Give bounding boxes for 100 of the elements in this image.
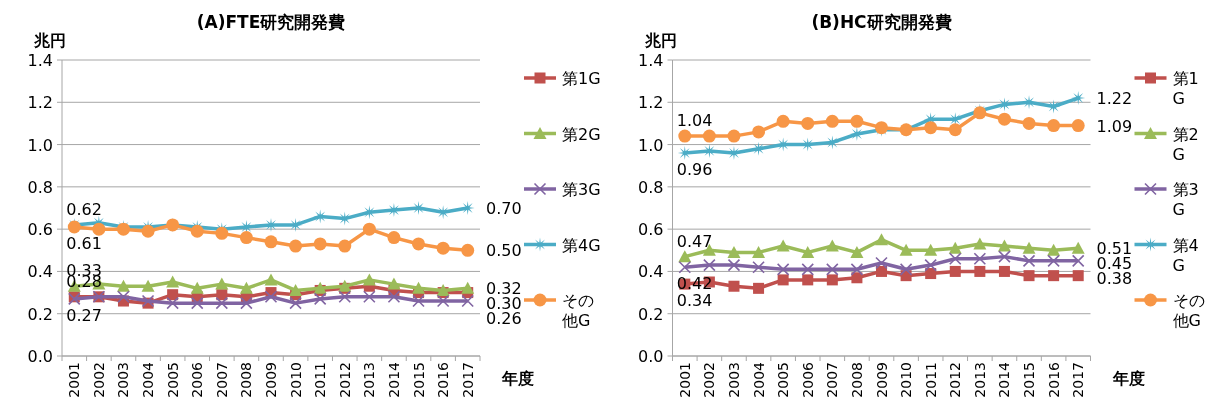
point — [412, 281, 426, 294]
x-tick-label: 2007 — [213, 362, 230, 398]
x-tick-label: 2008 — [848, 362, 865, 398]
point — [141, 279, 155, 292]
point — [362, 222, 376, 236]
x-tick-label: 2017 — [1070, 362, 1087, 398]
point — [190, 296, 204, 310]
point — [338, 290, 352, 304]
point — [461, 243, 475, 257]
y-tick-label: 0.2 — [638, 304, 664, 324]
x-axis-title: 年度 — [1111, 369, 1145, 388]
x-tick-label: 2002 — [701, 362, 718, 398]
data-label: 1.09 — [1096, 116, 1133, 136]
x-tick-label: 2002 — [90, 362, 107, 398]
point — [264, 235, 278, 249]
point — [727, 129, 741, 143]
point — [875, 233, 888, 246]
point — [850, 245, 864, 258]
point — [753, 282, 765, 294]
point — [776, 239, 790, 252]
point — [1047, 243, 1061, 256]
point — [1072, 270, 1084, 282]
point — [949, 265, 961, 277]
point — [849, 127, 864, 141]
point — [997, 97, 1012, 112]
point — [924, 121, 938, 135]
x-tick-label: 2003 — [725, 362, 742, 398]
point — [752, 260, 765, 274]
point — [948, 123, 962, 137]
point — [997, 239, 1011, 252]
point — [826, 274, 838, 286]
point — [1022, 116, 1036, 130]
point — [215, 277, 229, 290]
data-label: 0.26 — [486, 309, 522, 329]
point — [1071, 254, 1085, 268]
point — [702, 129, 716, 143]
point — [727, 258, 741, 272]
data-label: 0.34 — [676, 291, 713, 311]
point — [876, 265, 887, 277]
data-label: 0.50 — [486, 241, 522, 261]
point — [851, 272, 863, 284]
point — [826, 263, 839, 276]
point — [728, 280, 740, 292]
legend-label: 第1G — [562, 69, 601, 88]
legend-label: 第2G — [1172, 124, 1199, 164]
point — [678, 129, 692, 143]
y-tick-label: 0.6 — [27, 220, 53, 240]
point — [363, 290, 376, 304]
point — [997, 112, 1011, 126]
point — [412, 294, 425, 308]
x-tick-label: 2015 — [410, 362, 427, 398]
point — [998, 250, 1011, 263]
legend-label: 第2G — [562, 124, 601, 144]
point — [752, 245, 766, 258]
x-tick-label: 2009 — [873, 362, 890, 398]
point — [338, 239, 352, 253]
legend-label: 第1G — [1172, 69, 1199, 108]
y-tick-label: 0.4 — [638, 262, 664, 282]
x-tick-label: 2016 — [1045, 361, 1062, 398]
point — [850, 114, 864, 128]
point — [727, 245, 741, 258]
y-tick-label: 0.8 — [27, 177, 53, 197]
x-tick-label: 2005 — [164, 362, 181, 398]
point — [1048, 270, 1060, 282]
data-label: 1.04 — [676, 111, 713, 131]
x-tick-label: 2013 — [971, 362, 988, 398]
point — [1071, 91, 1086, 106]
data-label: 0.47 — [676, 231, 713, 251]
point — [436, 241, 450, 255]
point — [313, 292, 327, 306]
chart-title: (B)HC研究開発費 — [811, 12, 952, 32]
point — [412, 237, 426, 251]
point — [264, 290, 278, 304]
point — [899, 243, 913, 256]
point — [190, 224, 204, 238]
x-tick-label: 2004 — [750, 361, 767, 398]
point — [752, 125, 766, 139]
point — [1022, 254, 1036, 268]
point — [948, 252, 962, 266]
point — [801, 116, 815, 130]
point — [264, 273, 278, 286]
point — [264, 217, 278, 232]
x-tick-label: 2012 — [947, 362, 964, 398]
point — [436, 283, 450, 296]
point — [776, 114, 790, 128]
point — [703, 258, 716, 272]
x-tick-label: 2011 — [312, 362, 329, 398]
data-label: 0.38 — [1096, 269, 1133, 289]
y-tick-label: 1.0 — [638, 135, 664, 155]
point — [461, 281, 475, 294]
x-tick-label: 2014 — [996, 361, 1013, 398]
point — [1047, 119, 1061, 133]
chart-title: (A)FTE研究開発費 — [196, 12, 346, 32]
data-label: 0.62 — [66, 199, 102, 219]
point — [899, 263, 913, 276]
point — [362, 205, 377, 220]
point — [776, 263, 790, 276]
point — [825, 135, 840, 150]
point — [1022, 241, 1036, 254]
point — [1071, 119, 1085, 133]
